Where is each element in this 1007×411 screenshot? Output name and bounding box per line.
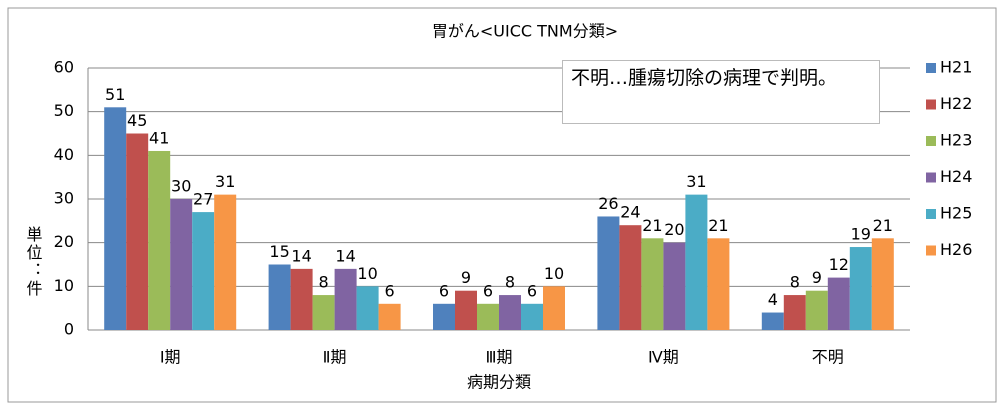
legend-swatch: [926, 99, 936, 110]
data-label: 4: [768, 290, 778, 309]
bar: [641, 238, 664, 330]
bar: [499, 295, 521, 330]
x-tick-label: Ⅰ期: [160, 348, 181, 367]
data-label: 45: [127, 111, 147, 130]
legend-swatch: [926, 245, 936, 256]
y-tick-label: 0: [64, 320, 74, 339]
annotation: 不明…腫瘍切除の病理で判明。: [562, 60, 880, 124]
data-label: 9: [461, 268, 471, 287]
data-label: 31: [215, 172, 235, 191]
bar: [543, 286, 565, 330]
y-tick-label: 20: [54, 232, 74, 251]
legend-label: H26: [940, 240, 972, 259]
bar: [378, 303, 401, 330]
bar: [312, 295, 335, 330]
legend-label: H21: [940, 58, 972, 77]
data-label: 21: [873, 216, 893, 235]
data-label: 21: [708, 216, 728, 235]
x-tick-label: 不明: [812, 348, 844, 367]
data-label: 41: [149, 128, 169, 147]
bar: [827, 277, 850, 330]
data-label: 10: [544, 264, 564, 283]
bar: [685, 194, 708, 330]
x-tick-label: Ⅳ期: [648, 348, 679, 367]
bar: [334, 268, 357, 330]
bar: [104, 107, 127, 330]
bar: [356, 286, 379, 330]
bar: [214, 194, 237, 330]
x-tick-label: Ⅱ期: [323, 348, 347, 367]
bar: [268, 264, 291, 330]
data-label: 15: [269, 242, 289, 261]
data-label: 30: [171, 177, 191, 196]
bar: [433, 303, 455, 330]
bar: [290, 268, 313, 330]
bar: [192, 212, 215, 330]
legend-swatch: [926, 136, 936, 146]
bar: [477, 303, 499, 330]
data-label: 27: [193, 190, 213, 209]
bar: [783, 295, 806, 330]
data-label: 8: [319, 273, 329, 292]
bar: [707, 238, 730, 330]
bar: [170, 199, 193, 330]
y-tick-label: 10: [54, 276, 74, 295]
data-label: 8: [505, 273, 515, 292]
bar: [126, 133, 149, 330]
legend-label: H22: [940, 94, 972, 113]
bar: [148, 150, 171, 330]
x-tick-label: Ⅲ期: [485, 348, 512, 367]
data-label: 9: [812, 268, 822, 287]
chart-title: 胃がん<UICC TNM分類>: [432, 22, 618, 41]
data-label: 14: [291, 246, 311, 265]
bar: [805, 290, 828, 330]
bar: [521, 303, 543, 330]
bar: [849, 247, 872, 330]
data-label: 12: [829, 255, 849, 274]
data-label: 6: [483, 281, 493, 300]
data-label: 8: [790, 273, 800, 292]
legend-swatch: [926, 63, 936, 73]
data-label: 6: [439, 281, 449, 300]
bar: [663, 242, 686, 330]
y-tick-label: 30: [54, 189, 74, 208]
data-label: 31: [686, 172, 706, 191]
legend-label: H25: [940, 204, 972, 223]
data-label: 51: [105, 85, 125, 104]
y-axis-label: 単位：件: [24, 226, 43, 298]
y-tick-label: 40: [54, 145, 74, 164]
data-label: 24: [620, 203, 640, 222]
legend-swatch: [926, 172, 936, 183]
y-tick-label: 60: [54, 58, 74, 77]
bar: [619, 225, 642, 330]
legend-label: H24: [940, 167, 972, 186]
data-label: 10: [357, 264, 377, 283]
bar: [455, 290, 477, 330]
data-label: 14: [335, 246, 355, 265]
bar: [871, 238, 894, 330]
data-label: 21: [642, 216, 662, 235]
data-label: 6: [385, 281, 395, 300]
data-label: 26: [598, 194, 618, 213]
data-label: 20: [664, 220, 684, 239]
y-tick-label: 50: [54, 101, 74, 120]
legend-swatch: [926, 209, 936, 219]
legend-label: H23: [940, 131, 972, 150]
data-label: 6: [527, 281, 537, 300]
bar: [761, 312, 784, 330]
x-axis-label: 病期分類: [467, 373, 531, 392]
data-label: 19: [851, 225, 871, 244]
bar: [597, 216, 620, 330]
